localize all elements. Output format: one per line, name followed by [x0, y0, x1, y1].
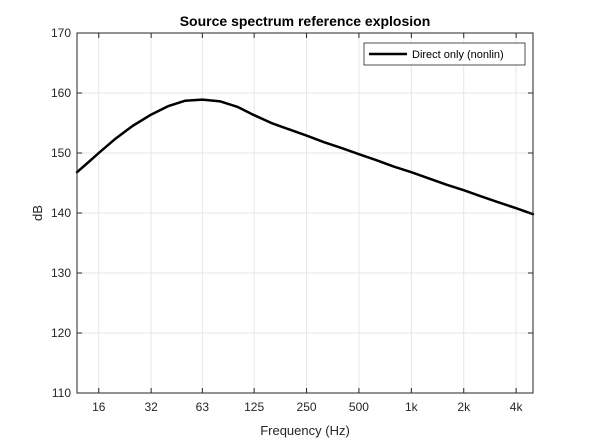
- y-tick-label: 110: [52, 386, 71, 400]
- y-tick-label: 120: [51, 326, 71, 340]
- legend: Direct only (nonlin): [363, 42, 526, 66]
- x-tick-labels: 16 32 63 125 250 500 1k 2k 4k: [92, 400, 523, 414]
- y-axis-label: dB: [30, 205, 45, 221]
- x-tick-label: 4k: [510, 400, 524, 414]
- x-axis-label: Frequency (Hz): [260, 423, 350, 438]
- x-tick-label: 16: [92, 400, 106, 414]
- x-tick-label: 32: [144, 400, 158, 414]
- x-tick-label: 125: [244, 400, 264, 414]
- x-tick-label: 2k: [457, 400, 471, 414]
- x-tick-label: 1k: [405, 400, 419, 414]
- y-tick-label: 130: [51, 266, 71, 280]
- series-line: [75, 98, 535, 216]
- legend-entry-label: Direct only (nonlin): [412, 49, 504, 61]
- chart-title: Source spectrum reference explosion: [180, 13, 431, 29]
- y-tick-label: 150: [51, 146, 71, 160]
- y-tick-label: 160: [51, 86, 71, 100]
- x-tick-label: 250: [297, 400, 317, 414]
- y-tick-labels: 110 120 130 140 150 160 170: [51, 26, 71, 400]
- x-tick-label: 500: [349, 400, 369, 414]
- series-layer: [75, 98, 535, 216]
- y-tick-label: 170: [51, 26, 71, 40]
- ticks: [77, 32, 533, 394]
- legend-box: [363, 42, 526, 66]
- x-tick-label: 63: [196, 400, 210, 414]
- y-tick-label: 140: [51, 206, 71, 220]
